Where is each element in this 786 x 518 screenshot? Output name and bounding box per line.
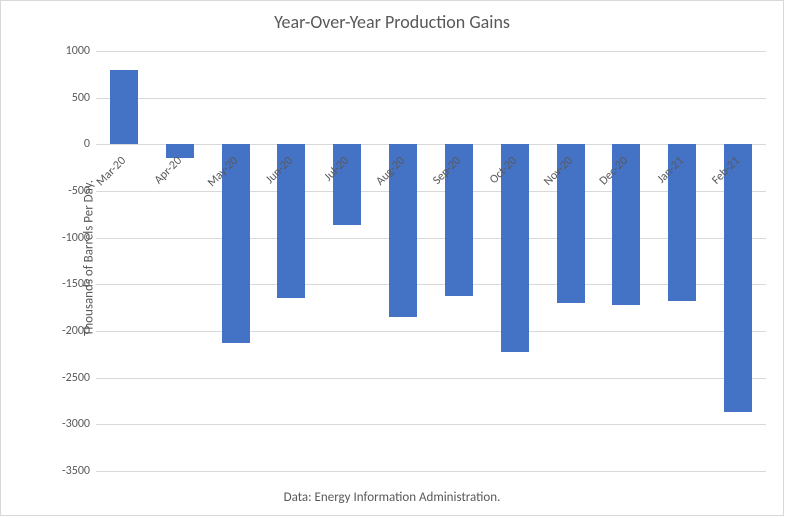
y-tick-label: -3000 — [62, 417, 90, 431]
y-tick-label: 500 — [72, 91, 90, 105]
gridline — [96, 144, 766, 145]
chart-container: Year-Over-Year Production Gains Thousand… — [0, 0, 784, 516]
chart-footer: Data: Energy Information Administration. — [1, 490, 783, 505]
chart-title: Year-Over-Year Production Gains — [1, 11, 783, 33]
gridline — [96, 378, 766, 379]
bar — [110, 70, 138, 145]
gridline — [96, 98, 766, 99]
y-axis-label: Thousands of Barrels Per Day. — [81, 180, 96, 336]
x-tick-label: Mar-20 — [80, 154, 129, 203]
bar — [166, 144, 194, 158]
y-tick-label: 1000 — [66, 44, 90, 58]
y-tick-label: -2500 — [62, 371, 90, 385]
gridline — [96, 471, 766, 472]
gridline — [96, 238, 766, 239]
y-tick-label: 0 — [84, 137, 90, 151]
gridline — [96, 284, 766, 285]
bar — [333, 144, 361, 224]
gridline — [96, 331, 766, 332]
gridline — [96, 51, 766, 52]
y-tick-label: -2000 — [62, 324, 90, 338]
y-tick-label: -1000 — [62, 231, 90, 245]
y-tick-label: -3500 — [62, 464, 90, 478]
gridline — [96, 424, 766, 425]
y-tick-label: -1500 — [62, 277, 90, 291]
x-tick-label: Apr-20 — [136, 154, 185, 203]
bar — [724, 144, 752, 412]
plot-area: -3500-3000-2500-2000-1500-1000-500050010… — [96, 51, 766, 471]
